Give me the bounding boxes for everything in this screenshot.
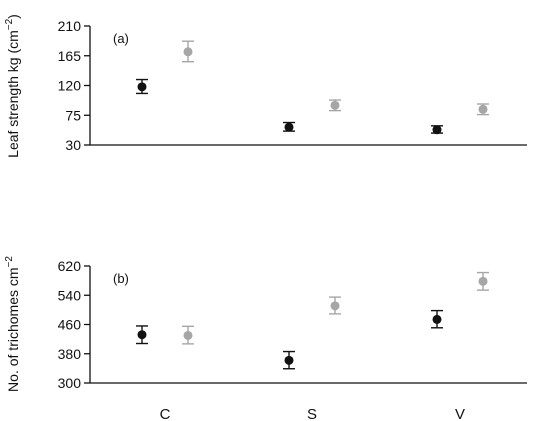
y-tick-label: 300 <box>58 375 82 391</box>
x-tick-label: V <box>455 406 465 421</box>
y-tick-label: 75 <box>65 107 81 123</box>
data-point <box>183 47 193 57</box>
data-point <box>284 355 294 365</box>
data-point <box>330 301 340 311</box>
data-point <box>478 276 488 286</box>
y-tick-label: 380 <box>58 346 82 362</box>
data-point <box>432 125 442 135</box>
y-axis-label: No. of trichomes cm−2 <box>4 256 21 392</box>
data-point <box>137 82 147 92</box>
y-axis-label-text: No. of trichomes cm <box>5 267 21 391</box>
y-tick-label: 165 <box>58 48 82 64</box>
y-axis-label-superscript: −2 <box>4 256 15 268</box>
data-point <box>432 314 442 324</box>
y-tick-label: 210 <box>58 18 82 34</box>
y-axis-label-close: ) <box>5 14 21 19</box>
panel-label: (b) <box>113 271 129 286</box>
chart-panel-b: 300 380 460 540 620 No. of trichomes cm−2 (b) C… <box>4 256 527 421</box>
data-point <box>330 100 340 110</box>
y-axis-label-superscript: −2 <box>4 18 15 30</box>
data-point <box>478 104 488 114</box>
y-axis-label-text: Leaf strength kg (cm <box>5 30 21 158</box>
data-point <box>183 330 193 340</box>
chart-panel-a: 30 75 120 165 210 Leaf strength kg (cm−2) (a) <box>4 14 527 158</box>
y-tick-label: 30 <box>65 137 81 153</box>
x-tick-label: C <box>160 406 171 421</box>
y-tick-label: 540 <box>58 287 82 303</box>
data-point <box>137 330 147 340</box>
x-tick-label: S <box>307 406 317 421</box>
y-tick-label: 460 <box>58 317 82 333</box>
data-point <box>284 122 294 132</box>
y-tick-label: 120 <box>58 78 82 94</box>
y-tick-label: 620 <box>58 258 82 274</box>
panel-label: (a) <box>113 31 129 46</box>
y-axis-label: Leaf strength kg (cm−2) <box>4 14 21 158</box>
